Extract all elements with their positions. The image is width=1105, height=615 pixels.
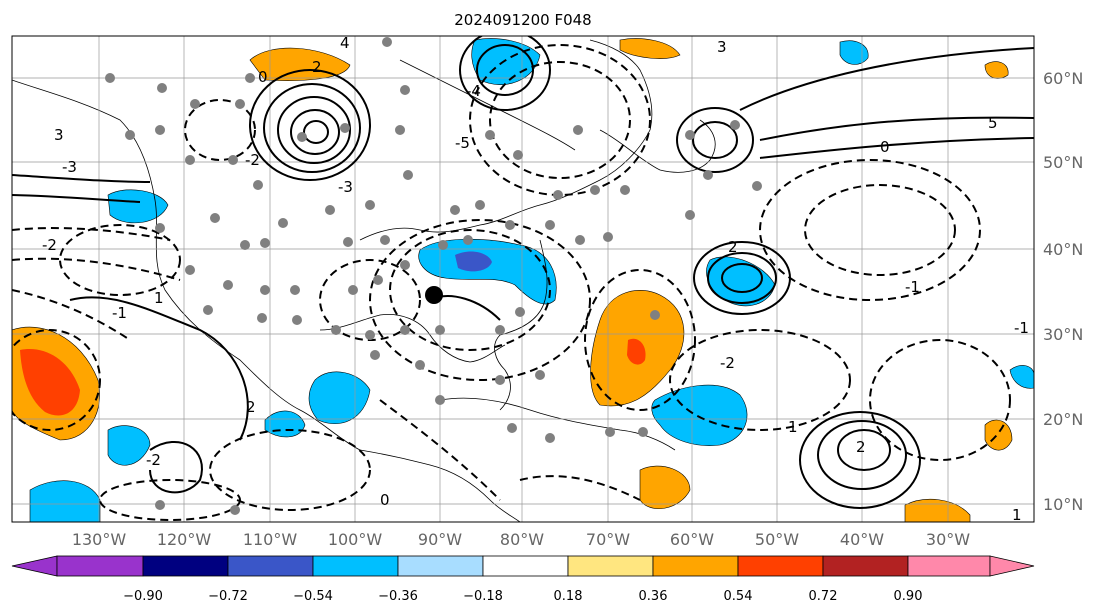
contour-label: -4 (466, 82, 481, 100)
lon-tick-label: 30°W (926, 530, 970, 549)
contour-label: -3 (62, 158, 77, 176)
contour-label: -2 (42, 236, 57, 254)
positive-shade-northeast (619, 38, 681, 59)
colorbar-label: −0.90 (123, 589, 163, 604)
lat-tick-label: 40°N (1043, 240, 1083, 259)
lat-tick-label: 20°N (1043, 410, 1083, 429)
latitude-labels: 60°N 50°N 40°N 30°N 20°N 10°N (1043, 69, 1083, 514)
colorbar: −0.90 −0.72 −0.54 −0.36 −0.18 0.18 0.36 … (11, 555, 1035, 604)
colorbar-swatch (482, 555, 569, 577)
negative-shade-west (29, 480, 101, 522)
colorbar-swatch (907, 555, 991, 577)
colorbar-extend-min (11, 555, 58, 577)
contour-label: 5 (988, 114, 998, 132)
lon-tick-label: 100°W (328, 530, 383, 549)
contour-label: 0 (380, 491, 390, 509)
strong-positive-shade-atlantic (627, 338, 646, 365)
colorbar-swatch (737, 555, 824, 577)
colorbar-swatch (822, 555, 909, 577)
colorbar-swatch (567, 555, 654, 577)
contour-label: -1 (1014, 319, 1029, 337)
lat-tick-label: 30°N (1043, 325, 1083, 344)
colorbar-label: 0.90 (894, 589, 923, 604)
negative-shade-north (839, 40, 869, 65)
colorbar-label: 0.72 (809, 589, 838, 604)
lon-tick-label: 80°W (500, 530, 544, 549)
negative-shade-pacific (107, 425, 151, 466)
contour-label: 2 (728, 238, 738, 256)
lon-tick-label: 130°W (72, 530, 127, 549)
colorbar-label: −0.18 (463, 589, 503, 604)
contour-label: 1 (788, 418, 798, 436)
positive-shade-south (904, 499, 971, 522)
colorbar-label: 0.18 (554, 589, 583, 604)
negative-shade-east (1009, 365, 1034, 389)
lon-tick-label: 40°W (840, 530, 884, 549)
lon-tick-label: 90°W (418, 530, 462, 549)
colorbar-label: −0.54 (293, 589, 333, 604)
contour-label: 0 (880, 138, 890, 156)
lon-tick-label: 60°W (670, 530, 714, 549)
colorbar-swatch (312, 555, 399, 577)
contour-label: -1 (905, 278, 920, 296)
negative-shade-northwest (107, 189, 169, 224)
lon-tick-label: 70°W (586, 530, 630, 549)
lat-tick-label: 10°N (1043, 495, 1083, 514)
contour-label: 2 (312, 58, 322, 76)
dashed-contours (12, 44, 1011, 521)
colorbar-label: −0.36 (378, 589, 418, 604)
colorbar-swatch (227, 555, 314, 577)
lat-tick-label: 50°N (1043, 153, 1083, 172)
contour-labels: 4 2 0 -2 -4 -5 3 5 1 -1 -3 -2 2 0 -1 1 2… (42, 34, 1029, 524)
solid-contours (12, 36, 1034, 509)
contour-label: 3 (54, 126, 64, 144)
colorbar-label: −0.72 (208, 589, 248, 604)
colorbar-extend-max (989, 555, 1035, 577)
contour-label: -2 (146, 451, 161, 469)
lon-tick-label: 110°W (243, 530, 298, 549)
lon-tick-label: 50°W (755, 530, 799, 549)
shaded-field (12, 38, 1034, 522)
strong-negative-shade-east-coast (455, 251, 492, 272)
lat-tick-label: 60°N (1043, 69, 1083, 88)
colorbar-label: 0.54 (724, 589, 753, 604)
contour-label: 0 (258, 68, 268, 86)
map-frame (11, 35, 1035, 523)
contour-label: -2 (245, 151, 260, 169)
contour-label: -3 (338, 178, 353, 196)
location-marker (425, 286, 443, 304)
station-markers (105, 37, 762, 515)
contour-label: 1 (1012, 506, 1022, 524)
map-panel: 4 2 0 -2 -4 -5 3 5 1 -1 -3 -2 2 0 -1 1 2… (11, 34, 1035, 524)
figure-title: 2024091200 F048 (454, 11, 591, 29)
colorbar-swatch (652, 555, 739, 577)
contour-label: -1 (112, 304, 127, 322)
contour-label: -5 (455, 134, 470, 152)
negative-shade-gulf (264, 371, 371, 438)
contour-label: 2 (856, 438, 866, 456)
lon-tick-label: 120°W (157, 530, 212, 549)
contour-label: 4 (340, 34, 350, 52)
strong-positive-shade-west (20, 349, 80, 416)
contour-label: 1 (154, 289, 164, 307)
longitude-labels: 130°W 120°W 110°W 100°W 90°W 80°W 70°W 6… (72, 530, 970, 549)
colorbar-swatch (397, 555, 484, 577)
colorbar-swatch (56, 555, 144, 577)
positive-shade-caribbean (639, 465, 691, 509)
positive-shade-southeast (984, 419, 1013, 451)
contour-label: 2 (246, 398, 256, 416)
positive-shade-east (984, 61, 1009, 79)
colorbar-swatch (142, 555, 229, 577)
contour-label: -2 (720, 354, 735, 372)
contour-label: 3 (717, 38, 727, 56)
colorbar-label: 0.36 (639, 589, 668, 604)
